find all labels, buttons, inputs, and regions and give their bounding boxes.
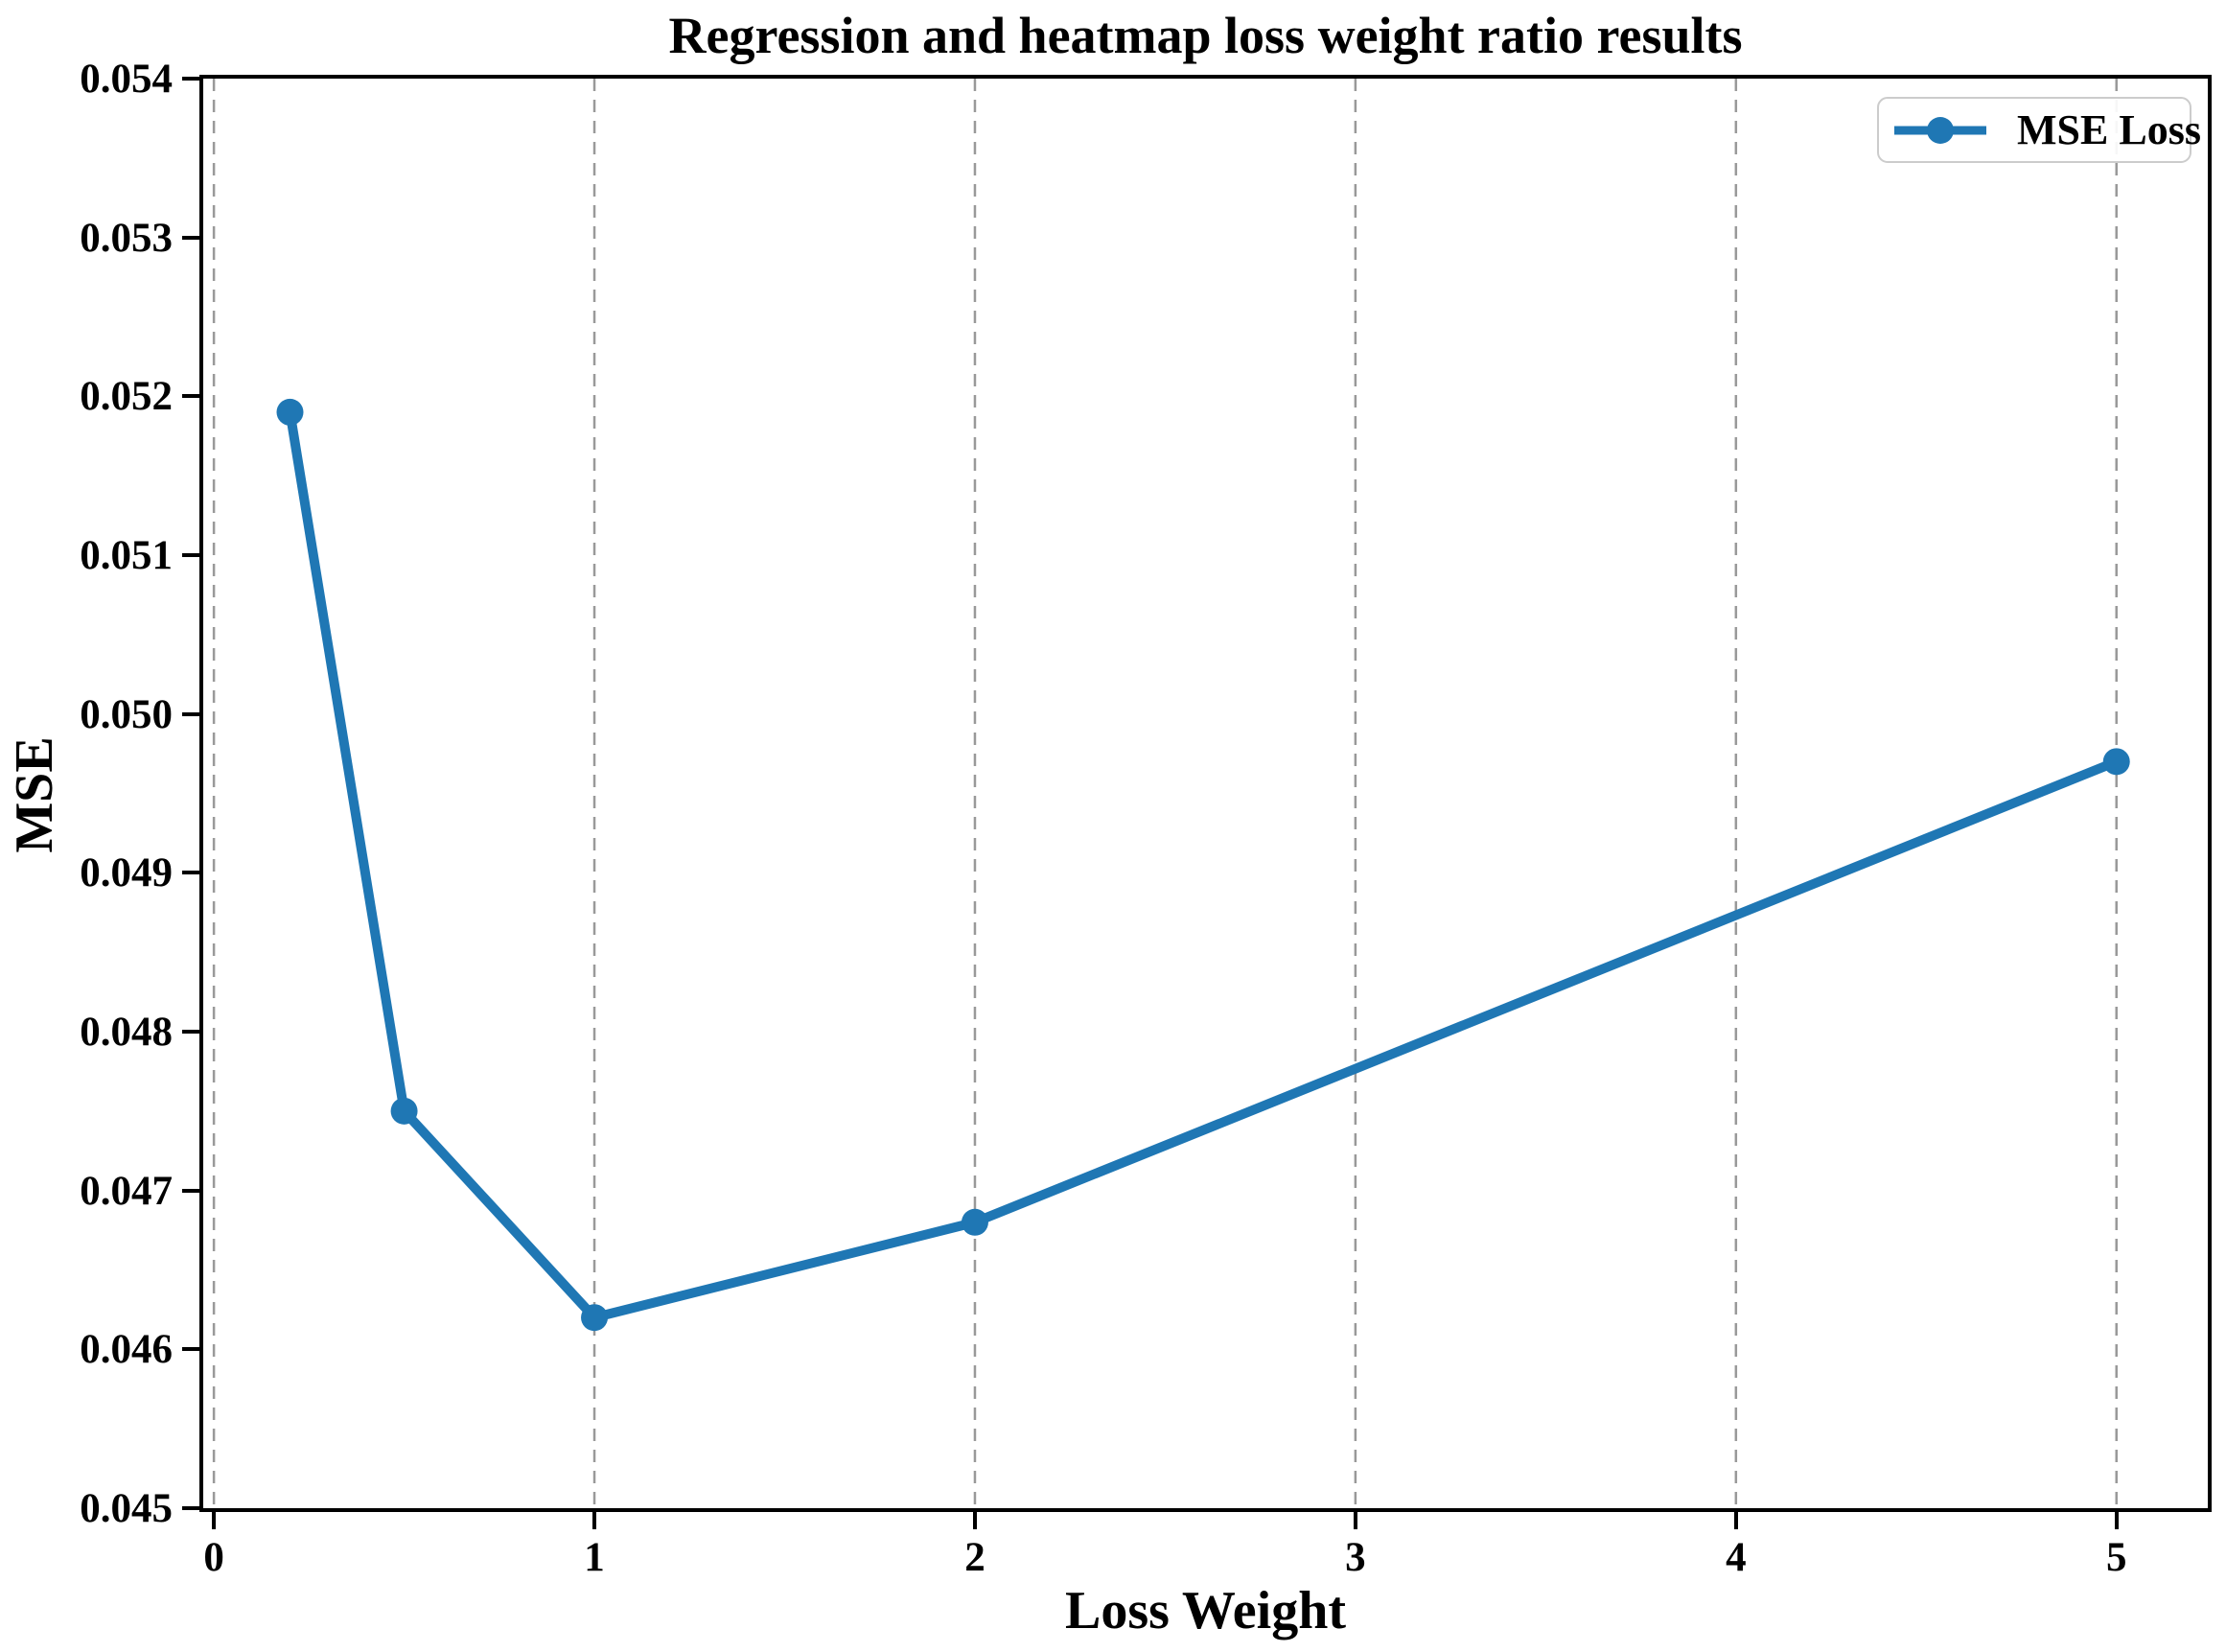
y-tick-mark (182, 1347, 199, 1352)
legend-line-marker-swatch (1894, 116, 1986, 144)
x-tick-mark (2114, 1512, 2119, 1529)
y-axis-label: MSE (5, 736, 64, 853)
data-point-marker (961, 1208, 988, 1236)
legend-sample-marker (1927, 116, 1954, 144)
x-tick-mark (1733, 1512, 1738, 1529)
y-tick-label: 0.049 (80, 850, 173, 896)
x-axis-label: Loss Weight (1064, 1581, 1347, 1640)
x-tick-label: 1 (584, 1535, 605, 1580)
x-tick-label: 2 (964, 1535, 985, 1580)
y-tick-mark (182, 553, 199, 557)
y-tick-label: 0.051 (80, 533, 173, 578)
y-tick-label: 0.045 (80, 1486, 173, 1531)
y-tick-mark (182, 711, 199, 716)
legend: MSE Loss (1877, 97, 2201, 163)
x-tick-label: 3 (1345, 1535, 1366, 1580)
y-tick-mark (182, 1188, 199, 1193)
y-tick-label: 0.052 (80, 374, 173, 420)
y-tick-label: 0.053 (80, 215, 173, 261)
y-tick-label: 0.046 (80, 1327, 173, 1373)
x-tick-label: 5 (2105, 1535, 2127, 1580)
y-tick-label: 0.048 (80, 1010, 173, 1055)
y-tick-mark (182, 235, 199, 240)
x-tick-label: 4 (1726, 1535, 1747, 1580)
y-tick-label: 0.054 (80, 57, 173, 102)
y-tick-label: 0.050 (80, 691, 173, 737)
x-tick-mark (592, 1512, 597, 1529)
legend-entry-label: MSE Loss (2017, 106, 2201, 153)
x-tick-mark (972, 1512, 977, 1529)
x-tick-mark (212, 1512, 217, 1529)
y-tick-mark (182, 394, 199, 399)
y-tick-label: 0.047 (80, 1168, 173, 1214)
data-point-marker (2102, 748, 2130, 776)
x-tick-mark (1353, 1512, 1357, 1529)
data-point-marker (276, 398, 304, 426)
series-line (285, 407, 2122, 1323)
x-tick-label: 0 (203, 1535, 224, 1580)
y-tick-mark (182, 1506, 199, 1510)
plot-canvas (212, 79, 2130, 1508)
data-point-marker (581, 1304, 609, 1332)
y-tick-mark (182, 77, 199, 81)
y-tick-mark (182, 871, 199, 875)
chart-title: Regression and heatmap loss weight ratio… (668, 7, 1743, 64)
plot-area (199, 75, 2212, 1512)
data-point-marker (390, 1097, 418, 1125)
y-tick-mark (182, 1030, 199, 1034)
